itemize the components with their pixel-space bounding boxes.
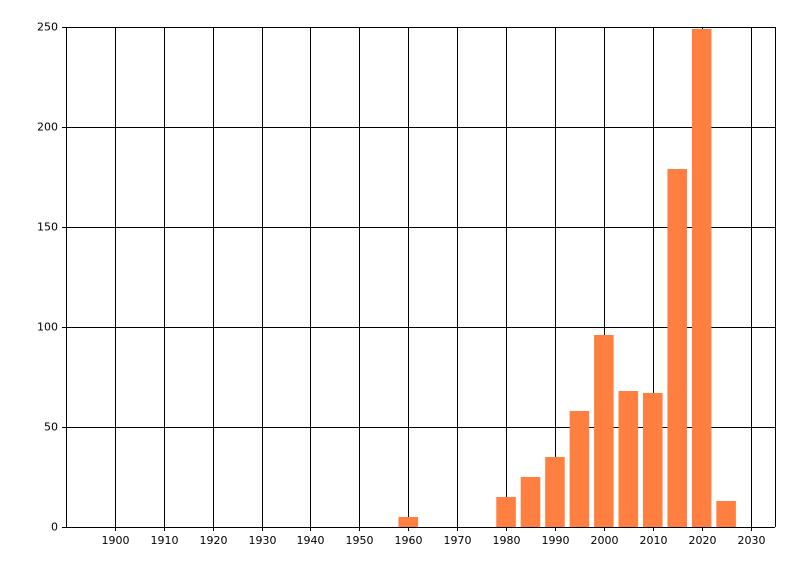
x-tick-label: 1920: [200, 534, 228, 547]
y-tick-label: 200: [37, 121, 58, 134]
bar: [716, 501, 736, 527]
x-tick-label: 2020: [689, 534, 717, 547]
x-tick-label: 1970: [444, 534, 472, 547]
x-tick-label: 1990: [542, 534, 570, 547]
bar: [691, 29, 712, 527]
bar: [667, 169, 687, 527]
x-tick-label: 1900: [102, 534, 130, 547]
x-tick-label: 2010: [640, 534, 668, 547]
x-tick-label: 1910: [151, 534, 179, 547]
y-tick-label: 50: [44, 421, 58, 434]
x-tick-label: 1950: [346, 534, 374, 547]
y-tick-label: 0: [51, 521, 58, 534]
x-tick-label: 1930: [249, 534, 277, 547]
x-tick-label: 1980: [493, 534, 521, 547]
x-tick-label: 1940: [297, 534, 325, 547]
bar: [569, 411, 590, 527]
x-tick-label: 2030: [738, 534, 766, 547]
y-tick-label: 150: [37, 221, 58, 234]
x-tick-label: 2000: [591, 534, 619, 547]
bar: [618, 391, 639, 527]
y-tick-label: 250: [37, 21, 58, 34]
bar: [496, 497, 516, 527]
y-tick-label: 100: [37, 321, 58, 334]
bar: [398, 517, 419, 527]
bar: [545, 457, 565, 527]
bar: [520, 477, 541, 527]
bar: [642, 393, 663, 527]
bar: [594, 335, 614, 527]
x-tick-label: 1960: [395, 534, 423, 547]
